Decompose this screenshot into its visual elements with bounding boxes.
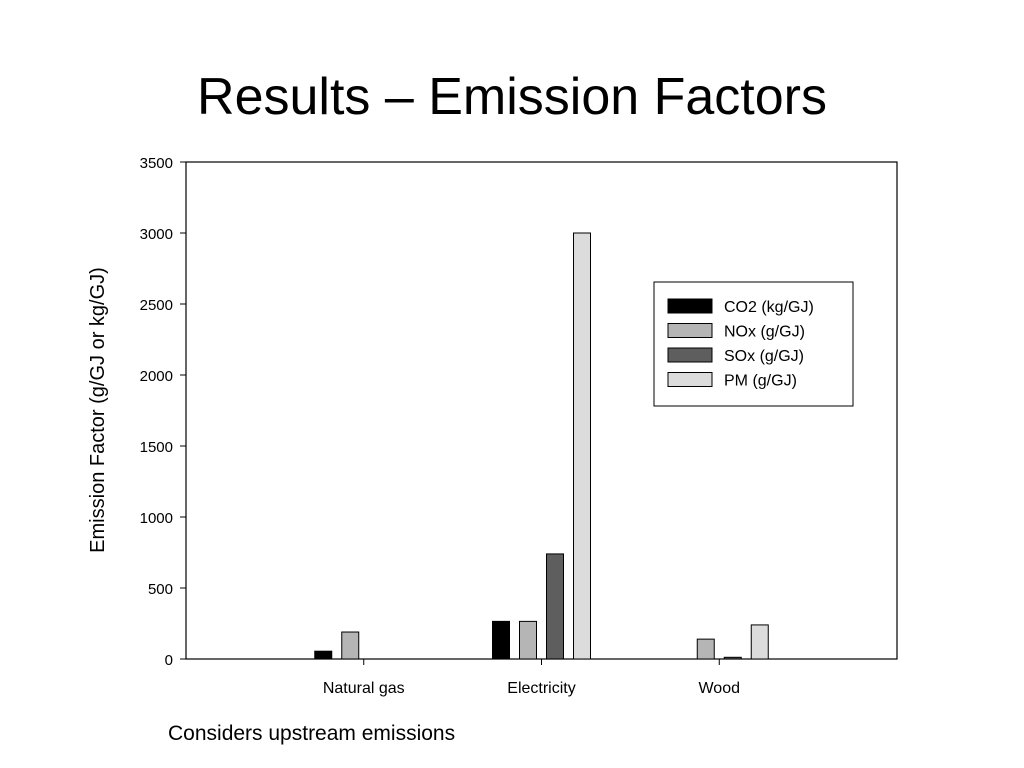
bar-pm-wood <box>750 624 769 660</box>
y-axis: 0 500 1000 1500 2000 2500 3000 3500 <box>140 155 186 669</box>
bar-nox-wood <box>696 638 715 660</box>
footnote: Considers upstream emissions <box>168 722 456 745</box>
x-axis: Natural gas Electricity Wood <box>323 659 740 697</box>
bar-sox-electricity <box>546 553 564 660</box>
legend-swatch <box>667 347 713 363</box>
y-tick-label: 1000 <box>140 510 173 527</box>
slide-title: Results – Emission Factors <box>197 68 827 126</box>
y-tick-label: 0 <box>165 652 173 669</box>
x-tick-label: Wood <box>698 680 740 697</box>
bar-sox-wood <box>723 656 742 660</box>
legend-label: CO2 (kg/GJ) <box>724 299 814 316</box>
bar-nox-electricity <box>519 620 537 660</box>
bar-pm-electricity <box>573 232 591 660</box>
y-tick-label: 1500 <box>140 439 173 456</box>
plot-area-frame <box>185 161 898 660</box>
y-tick-label: 2500 <box>140 297 173 314</box>
y-tick-label: 3000 <box>140 226 173 243</box>
legend-label: SOx (g/GJ) <box>724 348 804 365</box>
bars <box>314 232 769 660</box>
y-tick-label: 2000 <box>140 368 173 385</box>
legend-swatch <box>667 298 713 314</box>
bar-co2-natural-gas <box>314 650 333 660</box>
legend-label: NOx (g/GJ) <box>724 324 805 341</box>
bar-nox-natural-gas <box>341 631 360 660</box>
legend-swatch <box>667 372 713 387</box>
legend-label: PM (g/GJ) <box>724 373 797 390</box>
legend-swatch <box>667 323 713 338</box>
bar-co2-electricity <box>492 620 510 660</box>
y-axis-label: Emission Factor (g/GJ or kg/GJ) <box>87 267 109 553</box>
x-tick-label: Electricity <box>507 680 575 697</box>
x-tick-label: Natural gas <box>323 680 405 697</box>
legend: CO2 (kg/GJ) NOx (g/GJ) SOx (g/GJ) PM (g/GJ) <box>653 281 854 407</box>
y-tick-label: 500 <box>148 581 173 598</box>
y-tick-label: 3500 <box>140 155 173 172</box>
